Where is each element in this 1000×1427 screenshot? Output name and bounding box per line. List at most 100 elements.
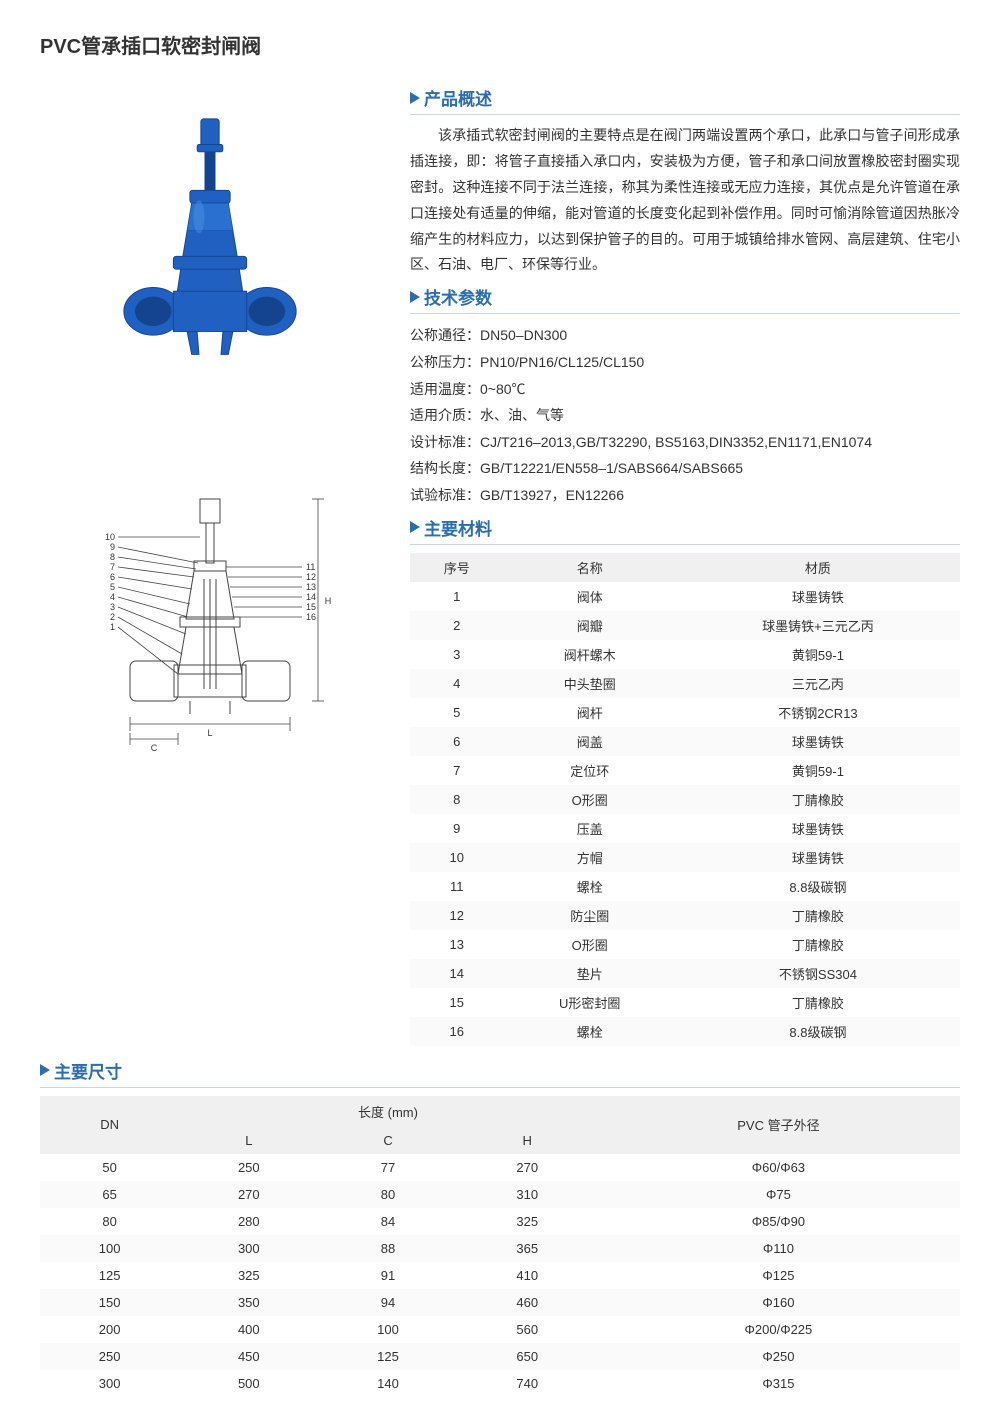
diag-r-15: 15 bbox=[306, 602, 316, 612]
table-cell: 不锈钢SS304 bbox=[676, 959, 960, 988]
table-cell: 丁腈橡胶 bbox=[676, 785, 960, 814]
table-cell: 250 bbox=[179, 1154, 318, 1181]
table-cell: 125 bbox=[40, 1262, 179, 1289]
triangle-icon bbox=[40, 1064, 50, 1076]
left-column: 10 9 8 7 6 5 4 3 2 1 11 12 13 14 bbox=[40, 79, 380, 1046]
table-cell: 500 bbox=[179, 1370, 318, 1397]
diag-l-3: 3 bbox=[110, 602, 115, 612]
table-cell: 丁腈橡胶 bbox=[676, 930, 960, 959]
table-cell: 4 bbox=[410, 669, 504, 698]
table-row: 10方帽球墨铸铁 bbox=[410, 843, 960, 872]
dim-col-pvc: PVC 管子外径 bbox=[597, 1096, 960, 1154]
table-row: 7定位环黄铜59-1 bbox=[410, 756, 960, 785]
materials-col: 材质 bbox=[676, 553, 960, 582]
table-cell: 16 bbox=[410, 1017, 504, 1046]
tech-line: 公称压力：PN10/PN16/CL125/CL150 bbox=[410, 349, 960, 376]
tech-line: 适用介质：水、油、气等 bbox=[410, 402, 960, 429]
table-cell: 阀瓣 bbox=[504, 611, 676, 640]
overview-text: 该承插式软密封闸阀的主要特点是在阀门两端设置两个承口，此承口与管子间形成承插连接… bbox=[410, 123, 960, 278]
table-cell: 10 bbox=[410, 843, 504, 872]
table-row: 12防尘圈丁腈橡胶 bbox=[410, 901, 960, 930]
overview-heading: 产品概述 bbox=[410, 85, 960, 115]
table-cell: 球墨铸铁 bbox=[676, 843, 960, 872]
dim-col-C: C bbox=[318, 1127, 457, 1154]
materials-heading: 主要材料 bbox=[410, 515, 960, 545]
table-row: 200400100560Φ200/Φ225 bbox=[40, 1316, 960, 1343]
table-cell: Φ125 bbox=[597, 1262, 960, 1289]
table-row: 2阀瓣球墨铸铁+三元乙丙 bbox=[410, 611, 960, 640]
table-row: 5025077270Φ60/Φ63 bbox=[40, 1154, 960, 1181]
table-cell: 450 bbox=[179, 1343, 318, 1370]
right-column: 产品概述 该承插式软密封闸阀的主要特点是在阀门两端设置两个承口，此承口与管子间形… bbox=[410, 79, 960, 1046]
table-cell: 460 bbox=[458, 1289, 597, 1316]
table-cell: 压盖 bbox=[504, 814, 676, 843]
table-cell: 270 bbox=[458, 1154, 597, 1181]
page-title: PVC管承插口软密封闸阀 bbox=[40, 30, 960, 59]
table-cell: 螺栓 bbox=[504, 1017, 676, 1046]
dimensions-heading: 主要尺寸 bbox=[40, 1058, 960, 1088]
table-cell: 2 bbox=[410, 611, 504, 640]
diag-l-4: 4 bbox=[110, 592, 115, 602]
table-cell: 球墨铸铁 bbox=[676, 814, 960, 843]
table-cell: 垫片 bbox=[504, 959, 676, 988]
table-cell: 50 bbox=[40, 1154, 179, 1181]
table-row: 6阀盖球墨铸铁 bbox=[410, 727, 960, 756]
table-cell: 310 bbox=[458, 1181, 597, 1208]
diag-l-10: 10 bbox=[105, 532, 115, 542]
table-row: 300500140740Φ315 bbox=[40, 1370, 960, 1397]
table-cell: 黄铜59-1 bbox=[676, 640, 960, 669]
materials-table: 序号名称材质 1阀体球墨铸铁2阀瓣球墨铸铁+三元乙丙3阀杆螺木黄铜59-14中头… bbox=[410, 553, 960, 1046]
dim-C: C bbox=[151, 743, 158, 753]
table-cell: 325 bbox=[458, 1208, 597, 1235]
materials-col: 名称 bbox=[504, 553, 676, 582]
table-cell: 螺栓 bbox=[504, 872, 676, 901]
table-cell: 365 bbox=[458, 1235, 597, 1262]
table-cell: 中头垫圈 bbox=[504, 669, 676, 698]
table-row: 9压盖球墨铸铁 bbox=[410, 814, 960, 843]
table-cell: 325 bbox=[179, 1262, 318, 1289]
table-cell: 方帽 bbox=[504, 843, 676, 872]
tech-lines: 公称通径：DN50–DN300公称压力：PN10/PN16/CL125/CL15… bbox=[410, 322, 960, 508]
table-row: 4中头垫圈三元乙丙 bbox=[410, 669, 960, 698]
table-cell: 200 bbox=[40, 1316, 179, 1343]
tech-heading-text: 技术参数 bbox=[424, 284, 492, 309]
table-cell: 丁腈橡胶 bbox=[676, 988, 960, 1017]
table-row: 12532591410Φ125 bbox=[40, 1262, 960, 1289]
table-cell: 阀体 bbox=[504, 582, 676, 611]
table-cell: 球墨铸铁 bbox=[676, 727, 960, 756]
table-cell: Φ75 bbox=[597, 1181, 960, 1208]
table-cell: 球墨铸铁+三元乙丙 bbox=[676, 611, 960, 640]
table-cell: 13 bbox=[410, 930, 504, 959]
diag-l-6: 6 bbox=[110, 572, 115, 582]
dimensions-section: 主要尺寸 DN 长度 (mm) PVC 管子外径 L C H 502507727… bbox=[40, 1058, 960, 1397]
table-cell: 300 bbox=[40, 1370, 179, 1397]
table-row: 15035094460Φ160 bbox=[40, 1289, 960, 1316]
table-row: 13O形圈丁腈橡胶 bbox=[410, 930, 960, 959]
table-cell: 5 bbox=[410, 698, 504, 727]
table-cell: 400 bbox=[179, 1316, 318, 1343]
table-cell: 88 bbox=[318, 1235, 457, 1262]
table-cell: 阀杆螺木 bbox=[504, 640, 676, 669]
table-cell: 8.8级碳钢 bbox=[676, 1017, 960, 1046]
table-cell: 77 bbox=[318, 1154, 457, 1181]
table-cell: O形圈 bbox=[504, 785, 676, 814]
triangle-icon bbox=[410, 521, 420, 533]
product-image bbox=[40, 79, 380, 419]
table-cell: O形圈 bbox=[504, 930, 676, 959]
table-cell: 11 bbox=[410, 872, 504, 901]
table-cell: 三元乙丙 bbox=[676, 669, 960, 698]
table-cell: 150 bbox=[40, 1289, 179, 1316]
table-cell: 100 bbox=[318, 1316, 457, 1343]
tech-line: 试验标准：GB/T13927，EN12266 bbox=[410, 482, 960, 509]
materials-heading-text: 主要材料 bbox=[424, 515, 492, 540]
diag-r-13: 13 bbox=[306, 582, 316, 592]
table-cell: 80 bbox=[318, 1181, 457, 1208]
table-cell: 84 bbox=[318, 1208, 457, 1235]
dimensions-heading-text: 主要尺寸 bbox=[54, 1058, 122, 1083]
diag-l-8: 8 bbox=[110, 552, 115, 562]
table-cell: Φ60/Φ63 bbox=[597, 1154, 960, 1181]
table-cell: Φ315 bbox=[597, 1370, 960, 1397]
diag-l-5: 5 bbox=[110, 582, 115, 592]
table-row: 8028084325Φ85/Φ90 bbox=[40, 1208, 960, 1235]
section-diagram: 10 9 8 7 6 5 4 3 2 1 11 12 13 14 bbox=[40, 479, 380, 779]
